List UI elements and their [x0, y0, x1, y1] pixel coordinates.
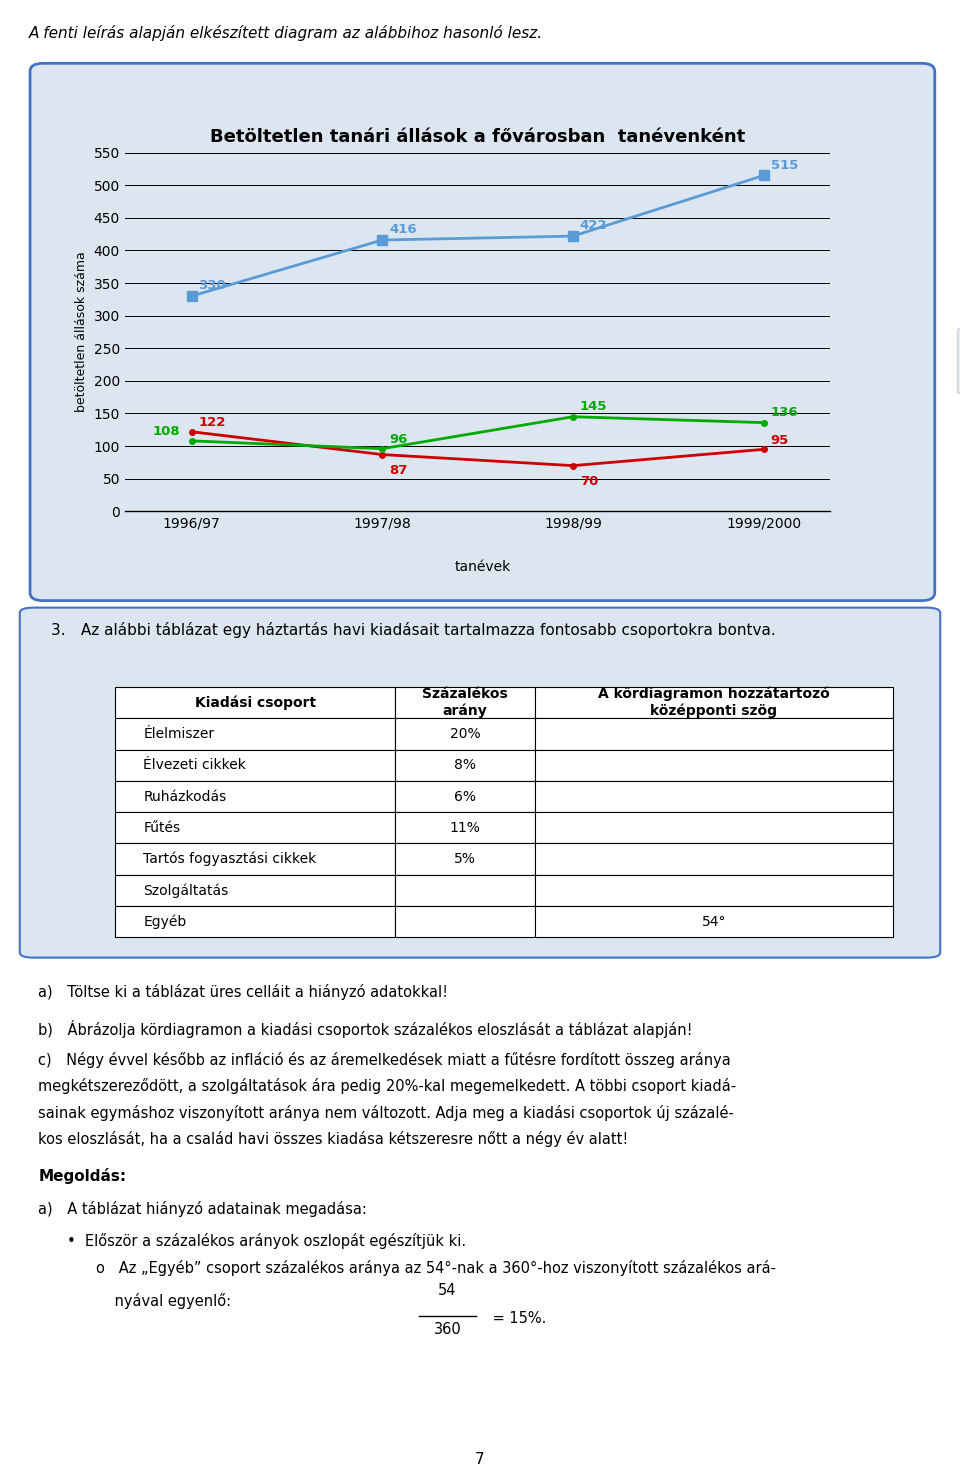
Text: •  Először a százalékos arányok oszlopát egészítjük ki.: • Először a százalékos arányok oszlopát … [67, 1233, 467, 1249]
Text: b) Ábrázolja kördiagramon a kiadási csoportok százalékos eloszlását a táblázat a: b) Ábrázolja kördiagramon a kiadási csop… [38, 1020, 693, 1037]
Text: 3. Az alábbi táblázat egy háztartás havi kiadásait tartalmazza fontosabb csoport: 3. Az alábbi táblázat egy háztartás havi… [52, 621, 776, 637]
Text: 7: 7 [475, 1452, 485, 1467]
Text: sainak egymáshoz viszonyított aránya nem változott. Adja meg a kiadási csoportok: sainak egymáshoz viszonyított aránya nem… [38, 1104, 734, 1120]
Text: a) Töltse ki a táblázat üres celláit a hiányzó adatokkal!: a) Töltse ki a táblázat üres celláit a h… [38, 984, 448, 1000]
Text: kos eloszlását, ha a család havi összes kiadása kétszeresre nőtt a négy év alatt: kos eloszlását, ha a család havi összes … [38, 1131, 629, 1147]
Text: A fenti leírás alapján elkészített diagram az alábbihoz hasonló lesz.: A fenti leírás alapján elkészített diagr… [29, 25, 543, 41]
Text: 122: 122 [199, 416, 226, 430]
Legend: gimnázium, szakközépiskola, szakiskola: gimnázium, szakközépiskola, szakiskola [957, 328, 960, 393]
Y-axis label: betöltetlen állások száma: betöltetlen állások száma [75, 252, 88, 412]
Text: 360: 360 [434, 1322, 461, 1337]
Text: 515: 515 [771, 159, 798, 172]
Text: 330: 330 [199, 279, 227, 292]
FancyBboxPatch shape [20, 608, 940, 957]
Text: 136: 136 [771, 406, 798, 418]
FancyBboxPatch shape [30, 64, 935, 600]
Text: c) Négy évvel később az infláció és az áremelkedések miatt a fűtésre fordított : c) Négy évvel később az infláció és az … [38, 1052, 732, 1069]
Text: Megoldás:: Megoldás: [38, 1168, 127, 1184]
Text: 108: 108 [153, 425, 180, 439]
Title: Betöltetlen tanári állások a fővárosban  tanévenként: Betöltetlen tanári állások a fővárosban … [210, 127, 745, 145]
Text: o   Az „Egyéb” csoport százalékos aránya az 54°-nak a 360°-hoz viszonyított száz: o Az „Egyéb” csoport százalékos aránya a… [96, 1260, 776, 1276]
Text: megkétszereződött, a szolgáltatások ára pedig 20%-kal megemelkedett. A többi cso: megkétszereződött, a szolgáltatások ára … [38, 1079, 736, 1094]
Text: = 15%.: = 15%. [488, 1312, 546, 1326]
Text: 54: 54 [438, 1283, 457, 1298]
Text: a) A táblázat hiányzó adatainak megadása:: a) A táblázat hiányzó adatainak megadása… [38, 1200, 368, 1217]
Text: 422: 422 [580, 219, 608, 233]
Text: 70: 70 [580, 476, 598, 488]
Text: 145: 145 [580, 400, 608, 413]
Text: nyával egyenlő:: nyával egyenlő: [96, 1292, 236, 1309]
Text: 95: 95 [771, 434, 789, 446]
Text: 87: 87 [389, 464, 408, 477]
Text: tanévek: tanévek [454, 560, 511, 574]
Text: 416: 416 [389, 224, 417, 236]
Text: 96: 96 [389, 433, 408, 446]
